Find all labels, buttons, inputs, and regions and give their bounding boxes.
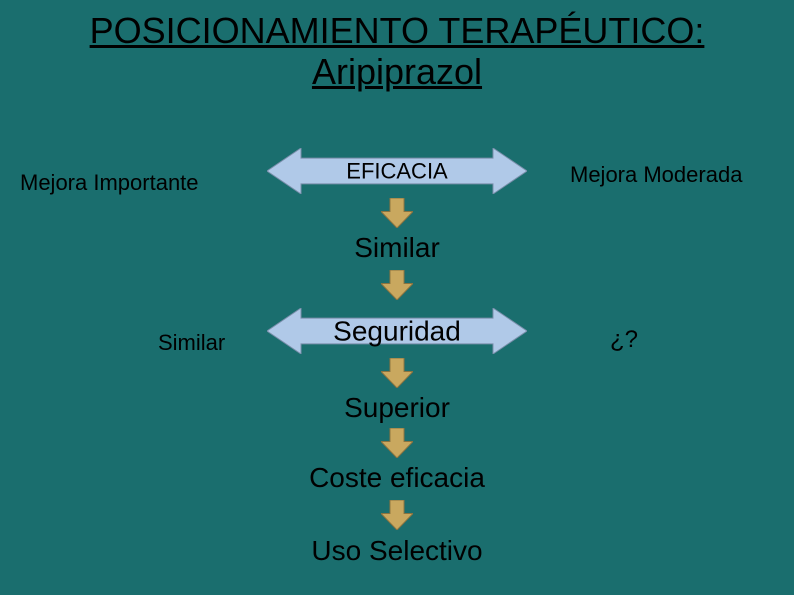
label-superior: Superior (0, 392, 794, 424)
label-mejora-importante: Mejora Importante (20, 170, 199, 196)
down-arrow-1 (381, 198, 413, 233)
label-similar-left: Similar (158, 330, 225, 356)
label-question: ¿? (610, 326, 638, 354)
label-mejora-moderada: Mejora Moderada (570, 162, 742, 188)
svg-text:Seguridad: Seguridad (333, 316, 461, 347)
biarrow-eficacia: EFICACIA (267, 148, 527, 199)
down-arrow-4 (381, 428, 413, 463)
slide: POSICIONAMIENTO TERAPÉUTICO: Aripiprazol… (0, 0, 794, 595)
title-line2: Aripiprazol (312, 51, 482, 92)
slide-title: POSICIONAMIENTO TERAPÉUTICO: Aripiprazol (0, 10, 794, 93)
down-arrow-5 (381, 500, 413, 535)
title-line1: POSICIONAMIENTO TERAPÉUTICO: (90, 10, 705, 51)
biarrow-seguridad: Seguridad (267, 308, 527, 359)
label-uso-selectivo: Uso Selectivo (0, 535, 794, 567)
label-coste-eficacia: Coste eficacia (0, 462, 794, 494)
down-arrow-2 (381, 270, 413, 305)
down-arrow-3 (381, 358, 413, 393)
svg-text:EFICACIA: EFICACIA (346, 159, 448, 184)
label-similar-1: Similar (0, 232, 794, 264)
